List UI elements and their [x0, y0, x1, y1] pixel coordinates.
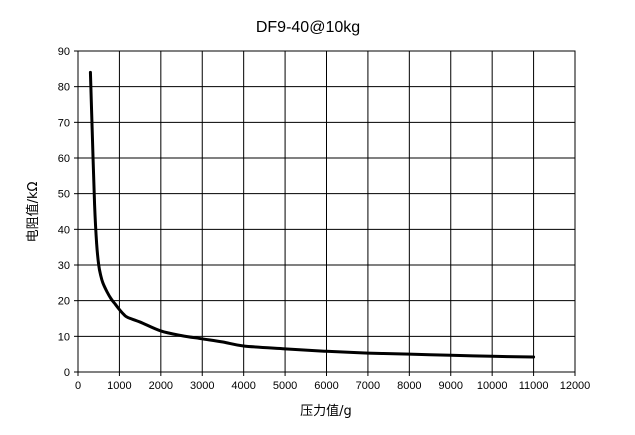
data-point [138, 320, 142, 324]
data-point [490, 355, 494, 358]
y-tick-label: 20 [58, 296, 70, 308]
data-point [408, 352, 411, 356]
data-point [221, 340, 225, 344]
y-axis-ticks: 0 10 20 30 40 50 60 70 80 90 [58, 46, 78, 379]
series-layer [88, 70, 536, 359]
x-tick-label: 10000 [477, 380, 508, 392]
data-point [109, 297, 113, 301]
data-point [283, 347, 287, 351]
x-tick-label: 1000 [107, 380, 131, 392]
data-point [91, 138, 94, 142]
y-tick-label: 10 [58, 331, 70, 343]
y-tick-label: 40 [58, 224, 70, 236]
y-tick-label: 90 [58, 46, 70, 58]
x-axis-ticks: 0 1000 2000 3000 4000 5000 6000 7000 8000 9000 100… [75, 372, 590, 392]
y-tick-label: 30 [58, 260, 70, 272]
x-tick-label: 9000 [439, 380, 463, 392]
data-point [325, 350, 328, 353]
chart-title: DF9-40@10kg [256, 19, 360, 36]
y-axis-label: 电阻值/kΩ [25, 182, 41, 243]
data-point [114, 303, 117, 306]
data-point [105, 290, 109, 293]
data-point [201, 337, 204, 341]
series-line [88, 70, 536, 359]
data-point [101, 281, 105, 285]
data-point [122, 313, 125, 316]
grid [77, 50, 576, 373]
y-tick-label: 60 [58, 153, 70, 165]
data-point [126, 316, 129, 319]
x-axis-label: 压力值/g [300, 403, 352, 419]
data-point [95, 242, 98, 245]
x-tick-label: 8000 [397, 380, 421, 392]
x-tick-label: 4000 [231, 380, 255, 392]
data-point [93, 203, 96, 206]
data-point [97, 263, 100, 267]
data-point [532, 355, 535, 359]
data-point [366, 351, 370, 355]
data-point [449, 354, 452, 357]
y-tick-label: 70 [58, 117, 70, 129]
data-point [99, 274, 102, 277]
y-tick-label: 50 [58, 189, 70, 201]
data-point [242, 344, 245, 348]
x-tick-label: 7000 [356, 380, 380, 392]
x-tick-label: 5000 [273, 380, 297, 392]
x-tick-label: 11000 [519, 380, 549, 392]
x-tick-label: 6000 [314, 380, 338, 392]
data-point [89, 71, 92, 74]
data-point [118, 308, 121, 311]
x-tick-label: 0 [75, 380, 81, 392]
data-point [159, 329, 163, 333]
x-tick-label: 2000 [149, 380, 173, 392]
data-point [180, 334, 183, 337]
x-tick-label: 3000 [190, 380, 214, 392]
y-tick-label: 0 [64, 367, 70, 379]
x-tick-label: 12000 [560, 380, 591, 392]
y-tick-label: 80 [58, 82, 70, 94]
